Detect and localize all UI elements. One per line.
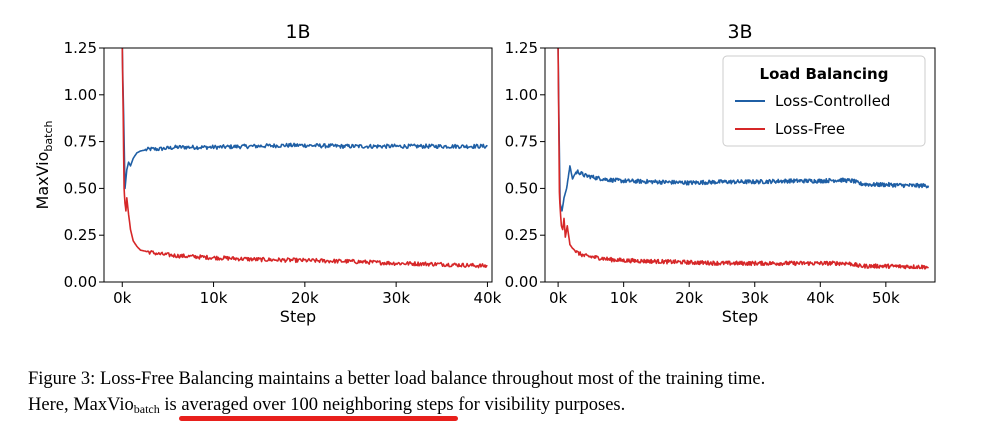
x-tick-label: 30k	[382, 289, 410, 307]
legend-entry: Loss-Controlled	[775, 92, 890, 110]
y-tick-label: 0.50	[505, 179, 538, 197]
x-axis-label: Step	[280, 307, 316, 326]
series-line-loss-controlled	[557, 48, 930, 212]
y-tick-label: 0.25	[64, 226, 97, 244]
y-tick-label: 1.25	[505, 39, 538, 57]
chart-panel-3b: 0.00 0.25 0.50 0.75 1.00 1.25 0k 10k 20k 30k 40k 50…	[505, 21, 936, 326]
x-tick-label: 10k	[610, 289, 638, 307]
legend-entry: Loss-Free	[775, 120, 845, 138]
caption-is: is	[159, 395, 182, 415]
series-line-loss-controlled	[121, 48, 488, 190]
y-tick-label: 0.50	[64, 179, 97, 197]
y-tick-label: 0.75	[505, 133, 538, 151]
x-tick-label: 0k	[549, 289, 568, 307]
x-tick-label: 30k	[741, 289, 769, 307]
x-tick-label: 40k	[806, 289, 834, 307]
caption-maxvio: Here, MaxVio	[28, 395, 134, 415]
x-tick-label: 50k	[872, 289, 900, 307]
y-tick-label: 0.00	[505, 273, 538, 291]
plot-frame	[103, 47, 493, 283]
x-axis-label: Step	[722, 307, 758, 326]
y-tick-label: 1.00	[64, 86, 97, 104]
series-line-loss-free	[557, 48, 930, 270]
x-tick-label: 20k	[675, 289, 703, 307]
caption-maxvio-subscript: batch	[133, 402, 160, 416]
y-tick-label: 0.00	[64, 273, 97, 291]
y-tick-label: 1.00	[505, 86, 538, 104]
y-tick-label: 1.25	[64, 39, 97, 57]
x-tick-label: 0k	[113, 289, 132, 307]
chart-title: 3B	[727, 21, 752, 43]
x-tick-label: 20k	[291, 289, 319, 307]
figure: 0.00 0.25 0.50 0.75 1.00 1.25 0k 10k 20k 30k 40k 1B…	[33, 21, 936, 326]
series-line-loss-free	[121, 48, 488, 269]
x-tick-label: 40k	[474, 289, 502, 307]
caption-underlined-phrase: averaged over 100 neighboring steps	[181, 395, 454, 415]
caption-line-1: Figure 3: Loss-Free Balancing maintains …	[28, 369, 766, 389]
caption-suffix: for visibility purposes.	[453, 395, 626, 415]
y-axis-label: MaxViobatch	[33, 120, 55, 209]
caption-line-2: Here, MaxViobatch is averaged over 100 n…	[28, 392, 978, 422]
chart-title: 1B	[285, 21, 310, 43]
plot-frame	[544, 47, 936, 283]
figure-caption: Figure 3: Loss-Free Balancing maintains …	[28, 366, 978, 422]
chart-panel-1b: 0.00 0.25 0.50 0.75 1.00 1.25 0k 10k 20k 30k 40k 1B…	[33, 21, 502, 326]
x-tick-label: 10k	[200, 289, 228, 307]
legend-title: Load Balancing	[760, 65, 889, 83]
y-tick-label: 0.75	[64, 133, 97, 151]
y-tick-label: 0.25	[505, 226, 538, 244]
legend: Load Balancing Loss-Controlled Loss-Free	[722, 55, 926, 147]
